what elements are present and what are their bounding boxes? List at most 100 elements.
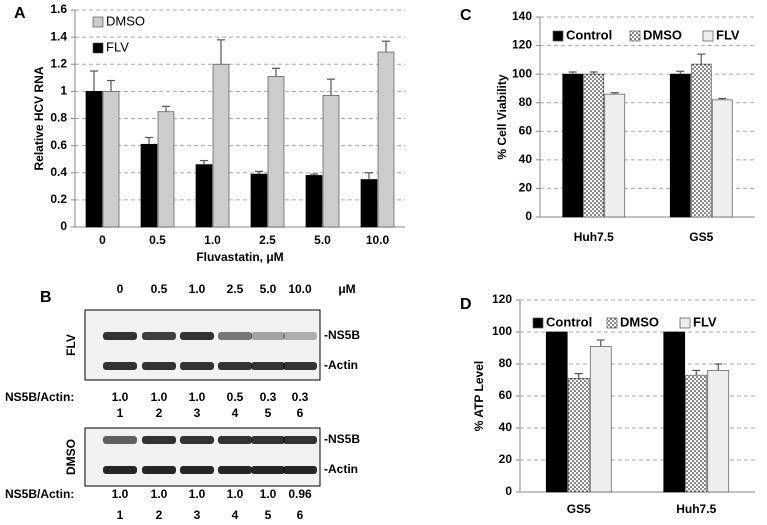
lane-number: 1	[117, 406, 124, 420]
band	[283, 466, 317, 474]
legend-swatch	[606, 317, 618, 329]
y-axis-label: % ATP Level	[472, 361, 486, 431]
ratio: 1.0	[260, 487, 277, 501]
bar	[583, 73, 605, 218]
lane-number: 1	[117, 508, 124, 522]
band	[283, 362, 317, 370]
band-label: -NS5B	[324, 328, 360, 342]
bar	[102, 91, 120, 228]
lane-number: 3	[194, 508, 201, 522]
bar	[250, 173, 268, 228]
y-tick-label: 0	[60, 219, 67, 233]
error-bar	[107, 79, 115, 92]
y-tick-label: 20	[499, 452, 513, 466]
lane-number: 4	[232, 508, 239, 522]
concentration: 10.0	[288, 282, 312, 296]
bar	[690, 63, 712, 218]
band-label: -Actin	[324, 358, 358, 372]
panel-label: D	[460, 296, 472, 313]
bar	[685, 374, 708, 493]
legend-label: Control	[566, 27, 612, 42]
panel-label: A	[14, 5, 26, 22]
error-bar	[382, 40, 390, 53]
lane-number: 3	[194, 406, 201, 420]
y-tick-label: 1.6	[50, 2, 67, 16]
x-tick-label: 0.5	[149, 233, 166, 247]
y-tick-label: 0.4	[50, 165, 67, 179]
y-tick-label: 120	[512, 38, 532, 52]
lane-number: 2	[156, 508, 163, 522]
y-tick-label: 120	[492, 292, 512, 306]
band-label: -Actin	[324, 462, 358, 476]
treatment: DMSO	[64, 439, 78, 475]
band	[103, 362, 137, 370]
legend-swatch	[92, 42, 104, 54]
panel-label: C	[460, 7, 472, 24]
ratio: 0.96	[288, 487, 312, 501]
band	[103, 436, 137, 444]
lane-number: 6	[297, 508, 304, 522]
lane-number: 5	[265, 508, 272, 522]
bar	[545, 331, 568, 493]
x-tick-label: GS5	[689, 230, 713, 244]
band	[180, 466, 214, 474]
x-tick-label: Huh7.5	[574, 230, 614, 244]
legend-label: FLV	[716, 27, 740, 42]
y-tick-label: 40	[519, 152, 533, 166]
unit: μM	[338, 282, 355, 296]
lane-number: 2	[156, 406, 163, 420]
ratio: 1.0	[151, 390, 168, 404]
band	[218, 436, 252, 444]
treatment: FLV	[64, 334, 78, 356]
legend-swatch	[92, 16, 104, 28]
legend-label: DMSO	[106, 13, 145, 28]
legend-label: DMSO	[643, 27, 682, 42]
ratio-label: NS5B/Actin:	[5, 487, 74, 501]
bar	[377, 51, 395, 228]
error-bar	[610, 92, 619, 95]
panel-label: B	[40, 289, 52, 306]
ratio: 1.0	[151, 487, 168, 501]
bar	[707, 370, 730, 493]
ratio: 1.0	[112, 390, 129, 404]
bar	[305, 175, 323, 228]
error-bar	[718, 97, 727, 100]
bar	[562, 73, 584, 218]
error-bar	[90, 70, 98, 92]
y-axis-label: Relative HCV RNA	[32, 66, 46, 170]
error-bar	[692, 369, 701, 376]
y-tick-label: 20	[519, 181, 533, 195]
y-tick-label: 140	[512, 9, 532, 23]
x-tick-label: 1.0	[204, 233, 221, 247]
y-tick-label: 100	[492, 324, 512, 338]
band	[180, 362, 214, 370]
concentration: 2.5	[227, 282, 244, 296]
band-label: -NS5B	[324, 432, 360, 446]
band	[251, 332, 285, 340]
band	[103, 332, 137, 340]
concentration: 5.0	[260, 282, 277, 296]
error-bar	[327, 78, 335, 96]
ratio: 1.0	[189, 487, 206, 501]
bar	[140, 143, 158, 228]
bar	[195, 164, 213, 228]
ratio: 1.0	[189, 390, 206, 404]
bar	[267, 76, 285, 228]
error-bar	[162, 105, 170, 112]
x-tick-label: Huh7.5	[676, 502, 716, 516]
error-bar	[255, 170, 263, 175]
error-bar	[310, 173, 318, 176]
bar	[322, 95, 340, 228]
bar	[360, 179, 378, 228]
band	[283, 332, 317, 340]
y-tick-label: 60	[519, 123, 533, 137]
y-tick-label: 0	[505, 484, 512, 498]
y-tick-label: 1.4	[50, 29, 67, 43]
band	[142, 436, 176, 444]
error-bar	[697, 53, 706, 65]
error-bar	[574, 373, 583, 379]
band	[283, 436, 317, 444]
y-tick-label: 60	[499, 388, 513, 402]
error-bar	[568, 71, 577, 75]
